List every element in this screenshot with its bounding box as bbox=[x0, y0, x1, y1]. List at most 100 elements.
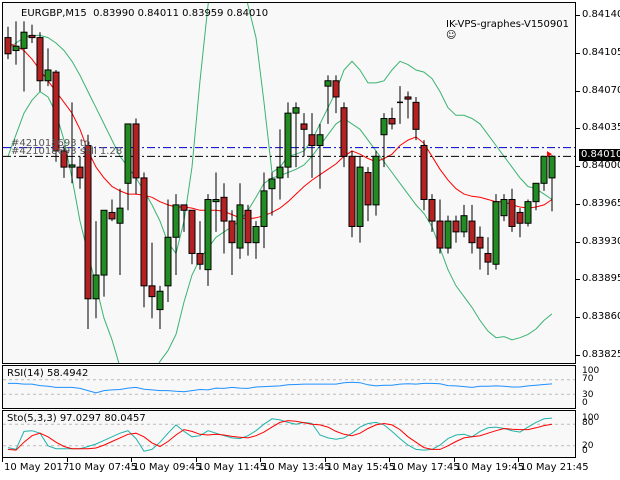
candle bbox=[348, 150, 356, 238]
stochastic-pane[interactable]: Sto(5,3,3) 97.0297 80.0457 bbox=[2, 410, 576, 458]
candle bbox=[468, 204, 476, 254]
candle bbox=[492, 194, 500, 270]
indicator-level-label: 0 bbox=[582, 446, 588, 456]
candle bbox=[276, 129, 284, 200]
price-label: 0.83930 bbox=[582, 235, 620, 247]
time-label: 10 May 21:45 bbox=[520, 462, 589, 473]
candle bbox=[356, 156, 364, 243]
order-sell-label[interactable]: #421018693 sell 1.28 bbox=[11, 146, 123, 157]
candle bbox=[236, 183, 244, 259]
candle bbox=[372, 150, 380, 216]
candle bbox=[212, 172, 220, 232]
stochastic-label: Sto(5,3,3) 97.0297 80.0457 bbox=[7, 413, 146, 424]
candle bbox=[340, 102, 348, 168]
time-label: 10 May 11:45 bbox=[197, 462, 267, 473]
candle bbox=[188, 209, 196, 265]
candle bbox=[36, 32, 44, 92]
candle bbox=[420, 140, 428, 211]
candle bbox=[444, 215, 452, 254]
order-tp-label[interactable]: #421018693 tp bbox=[11, 138, 91, 149]
price-chart-pane[interactable]: EURGBP,M15 0.83990 0.84011 0.83959 0.840… bbox=[2, 2, 576, 364]
candle bbox=[252, 221, 260, 259]
price-label: 0.84105 bbox=[582, 46, 620, 58]
candle bbox=[452, 215, 460, 243]
candle bbox=[308, 113, 316, 178]
candle bbox=[316, 123, 324, 189]
price-label: 0.83965 bbox=[582, 197, 620, 209]
candle bbox=[292, 102, 300, 168]
time-tick bbox=[2, 458, 3, 462]
candle bbox=[4, 26, 12, 60]
candle bbox=[164, 199, 172, 303]
price-tick bbox=[576, 241, 580, 243]
candle bbox=[364, 167, 372, 222]
time-label: 10 May 17:45 bbox=[391, 462, 460, 473]
price-tick bbox=[576, 279, 580, 281]
price-tick bbox=[576, 15, 580, 16]
symbol-info: EURGBP,M15 0.83990 0.84011 0.83959 0.840… bbox=[21, 8, 269, 19]
candle bbox=[516, 208, 524, 238]
time-label: 10 May 19:45 bbox=[455, 462, 525, 473]
candle bbox=[508, 188, 516, 232]
candle bbox=[44, 48, 52, 87]
candle bbox=[388, 107, 396, 130]
time-label: 10 May 09:45 bbox=[133, 462, 202, 473]
candle bbox=[220, 183, 228, 254]
price-tick bbox=[576, 355, 580, 356]
candle bbox=[68, 102, 76, 184]
rsi-label: RSI(14) 58.4942 bbox=[7, 368, 89, 379]
price-tick bbox=[576, 317, 580, 319]
candle bbox=[268, 172, 276, 216]
candle bbox=[60, 145, 68, 178]
indicator-level-label: 20 bbox=[582, 441, 594, 451]
candlestick-chart[interactable] bbox=[3, 3, 575, 363]
candle bbox=[412, 96, 420, 141]
time-tick bbox=[324, 458, 326, 462]
candle bbox=[172, 194, 180, 276]
candle bbox=[196, 221, 204, 270]
time-label: 10 May 13:45 bbox=[262, 462, 331, 473]
candle bbox=[20, 21, 28, 92]
indicator-level-label: 30 bbox=[582, 390, 594, 400]
price-tick bbox=[576, 52, 580, 54]
candle bbox=[140, 172, 148, 308]
candle bbox=[548, 155, 556, 212]
time-label: 10 May 07:45 bbox=[68, 462, 138, 473]
indicator-level-label: 70 bbox=[582, 374, 594, 384]
brand-label: IK-VPS-graphes-V150901 ☺ bbox=[433, 8, 569, 52]
rsi-chart bbox=[3, 379, 575, 395]
price-tick bbox=[576, 203, 580, 205]
indicator-level-label: 100 bbox=[582, 413, 600, 423]
price-label: 0.84070 bbox=[582, 84, 620, 96]
indicator-level-label: 0 bbox=[582, 398, 588, 408]
time-tick bbox=[66, 458, 68, 462]
trade-arrow-icon bbox=[547, 151, 552, 158]
candle bbox=[476, 226, 484, 270]
candle bbox=[28, 24, 36, 43]
time-tick bbox=[131, 458, 132, 462]
candle bbox=[12, 21, 20, 65]
candle bbox=[108, 199, 116, 222]
time-label: 10 May 15:45 bbox=[326, 462, 396, 473]
time-tick bbox=[389, 458, 390, 462]
price-label: 0.84140 bbox=[582, 9, 620, 20]
price-label: 0.83825 bbox=[582, 349, 620, 360]
candle bbox=[332, 75, 340, 114]
rsi-pane[interactable]: RSI(14) 58.4942 bbox=[2, 365, 576, 409]
candle bbox=[148, 242, 156, 319]
indicator-level-label: 80 bbox=[582, 418, 594, 428]
brand-text: IK-VPS-graphes-V150901 bbox=[446, 19, 569, 30]
candle bbox=[156, 285, 164, 330]
candle bbox=[324, 75, 332, 124]
candle bbox=[180, 204, 188, 232]
price-label: 0.84035 bbox=[582, 122, 620, 134]
candle bbox=[300, 113, 308, 157]
candle bbox=[244, 204, 252, 256]
candle bbox=[284, 102, 292, 178]
price-label: 0.83895 bbox=[582, 273, 620, 285]
candle bbox=[397, 86, 403, 124]
time-tick bbox=[195, 458, 197, 462]
indicator-level-label: 100 bbox=[582, 366, 600, 376]
time-label: 10 May 2017 bbox=[4, 462, 70, 473]
candle bbox=[436, 199, 444, 254]
